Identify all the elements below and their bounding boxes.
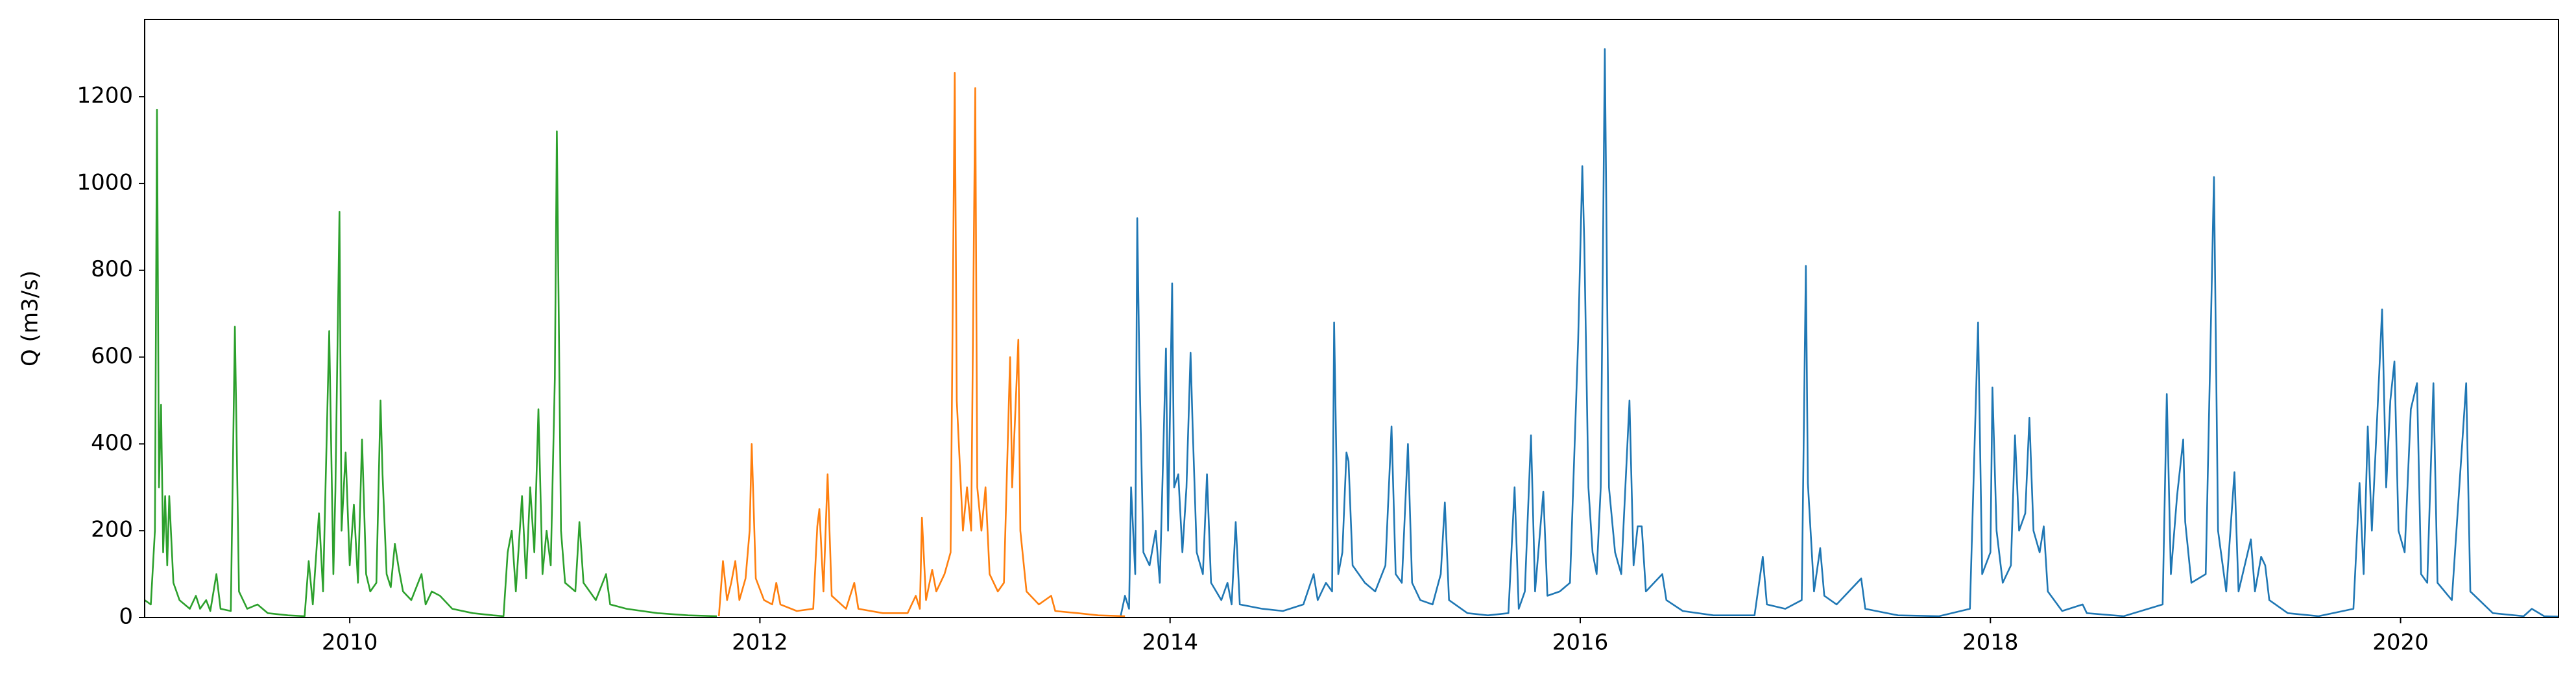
x-tick-label: 2020	[2372, 630, 2429, 656]
y-axis-label: Q (m3/s)	[18, 270, 43, 366]
y-tick-label: 1000	[77, 169, 133, 195]
y-tick-label: 200	[91, 517, 133, 543]
x-tick-label: 2016	[1552, 630, 1609, 656]
y-tick-label: 600	[91, 343, 133, 369]
series-line	[1120, 48, 2558, 617]
plot-frame	[144, 19, 2559, 618]
x-tick-label: 2012	[732, 630, 788, 656]
series-line	[717, 72, 1125, 617]
series-line	[145, 108, 717, 617]
x-tick-label: 2018	[1962, 630, 2019, 656]
y-tick-label: 800	[91, 256, 133, 282]
x-tick-label: 2010	[322, 630, 378, 656]
y-tick-label: 400	[91, 430, 133, 456]
y-tick-label: 1200	[77, 83, 133, 109]
y-tick-label: 0	[119, 604, 133, 630]
x-tick-label: 2014	[1142, 630, 1198, 656]
